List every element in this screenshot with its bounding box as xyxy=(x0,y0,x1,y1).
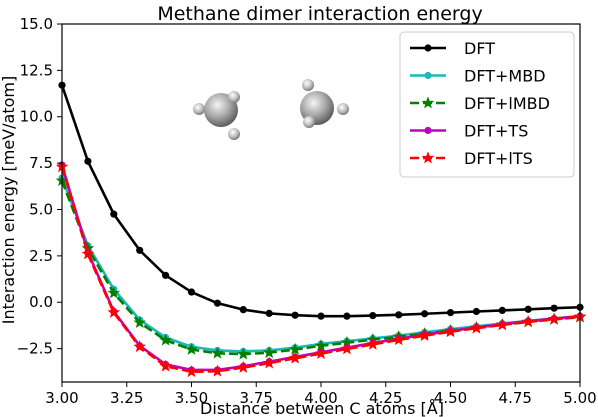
legend-entry: DFT+lMBD xyxy=(410,94,550,113)
legend-marker xyxy=(424,126,432,135)
data-point xyxy=(521,315,535,328)
plot-lines xyxy=(55,81,587,378)
legend-label: DFT+lTS xyxy=(464,149,533,168)
data-point xyxy=(133,315,147,329)
data-point xyxy=(236,347,250,360)
data-point xyxy=(369,311,377,320)
legend-label: DFT xyxy=(464,39,495,58)
data-point xyxy=(211,346,224,359)
data-point xyxy=(498,306,506,314)
legend-label: DFT+TS xyxy=(464,122,528,141)
data-point xyxy=(162,271,170,279)
data-point xyxy=(187,288,196,296)
axes-frame xyxy=(61,23,581,383)
legend-marker xyxy=(421,151,435,164)
y-tick-label: 10.0 xyxy=(20,108,53,126)
data-point xyxy=(392,333,406,346)
series-line xyxy=(60,166,581,374)
methane-molecule-right-icon xyxy=(300,79,349,128)
data-point xyxy=(446,309,455,317)
x-tick-label: 3.50 xyxy=(175,389,208,407)
x-tick-label: 4.25 xyxy=(369,389,402,407)
chart-title: Methane dimer interaction energy xyxy=(157,3,482,25)
y-tick-label: 15.0 xyxy=(20,15,53,33)
methane-molecule-left-icon xyxy=(193,91,240,140)
data-point xyxy=(444,325,457,338)
x-tick-label: 5.00 xyxy=(563,389,596,407)
x-tick-label: 4.00 xyxy=(304,389,337,407)
series-dft-lts xyxy=(55,160,587,378)
y-tick-label: 0.0 xyxy=(29,293,53,311)
data-point xyxy=(472,307,480,316)
y-tick-label: 7.5 xyxy=(29,154,53,172)
data-point xyxy=(159,359,172,372)
data-point xyxy=(262,346,276,359)
legend-entry: DFT+TS xyxy=(410,122,528,141)
y-axis-label: Interaction energy [meV/atom] xyxy=(0,76,18,324)
x-axis-label: Distance between C atoms [Å] xyxy=(200,399,444,417)
data-point xyxy=(185,342,198,355)
x-axis-ticks: 3.00 3.25 3.50 3.75 4.00 4.25 4.50 4.75 5.00 xyxy=(45,382,597,407)
data-point xyxy=(107,286,121,299)
data-point xyxy=(239,306,247,314)
legend-label: DFT+MBD xyxy=(464,67,546,86)
data-point xyxy=(81,247,95,260)
legend-marker xyxy=(424,44,432,52)
data-point xyxy=(366,337,380,350)
legend-entry: DFT+lTS xyxy=(410,149,533,168)
data-point xyxy=(550,304,558,312)
data-point xyxy=(317,312,325,320)
y-tick-label: 2.5 xyxy=(29,247,53,265)
data-point xyxy=(110,210,118,218)
data-point xyxy=(343,312,351,320)
data-point xyxy=(314,346,328,359)
legend-label: DFT+lMBD xyxy=(464,94,550,113)
data-point xyxy=(133,340,147,353)
data-point xyxy=(291,311,299,319)
legend-box xyxy=(399,31,575,178)
series-dft-lmbd xyxy=(55,174,587,360)
x-tick-label: 4.75 xyxy=(499,389,532,407)
data-point xyxy=(262,356,276,369)
data-point xyxy=(470,321,483,334)
data-point xyxy=(340,342,354,355)
y-tick-label: −2.5 xyxy=(17,340,53,358)
data-point xyxy=(395,311,403,319)
x-tick-label: 3.75 xyxy=(240,389,273,407)
data-point xyxy=(211,364,224,377)
data-point xyxy=(159,333,172,346)
data-point xyxy=(421,310,429,318)
y-tick-label: 12.5 xyxy=(20,61,53,79)
data-point xyxy=(524,305,532,313)
data-point xyxy=(418,328,431,342)
legend-marker xyxy=(424,71,432,80)
data-point xyxy=(136,246,144,254)
data-point xyxy=(288,351,302,364)
data-point xyxy=(547,312,561,325)
legend: DFT DFT+MBD DFT+lMBD DFT+TS DFT+lTS xyxy=(399,31,575,178)
x-tick-label: 3.25 xyxy=(110,389,143,407)
data-point xyxy=(213,299,221,307)
data-point xyxy=(84,157,92,165)
data-point xyxy=(107,305,121,318)
x-tick-label: 4.50 xyxy=(434,389,467,407)
data-point xyxy=(236,360,250,373)
legend-entry: DFT+MBD xyxy=(410,67,546,86)
legend-marker xyxy=(421,96,435,109)
y-tick-label: 5.0 xyxy=(29,200,53,218)
series-line xyxy=(60,180,581,356)
data-point xyxy=(185,365,198,378)
legend-entry: DFT xyxy=(410,39,495,58)
data-point xyxy=(265,309,273,317)
y-axis-ticks: −2.5 0.0 2.5 5.0 7.5 10.0 12.5 15.0 xyxy=(17,15,62,358)
data-point xyxy=(495,318,509,331)
x-tick-label: 3.00 xyxy=(45,389,78,407)
